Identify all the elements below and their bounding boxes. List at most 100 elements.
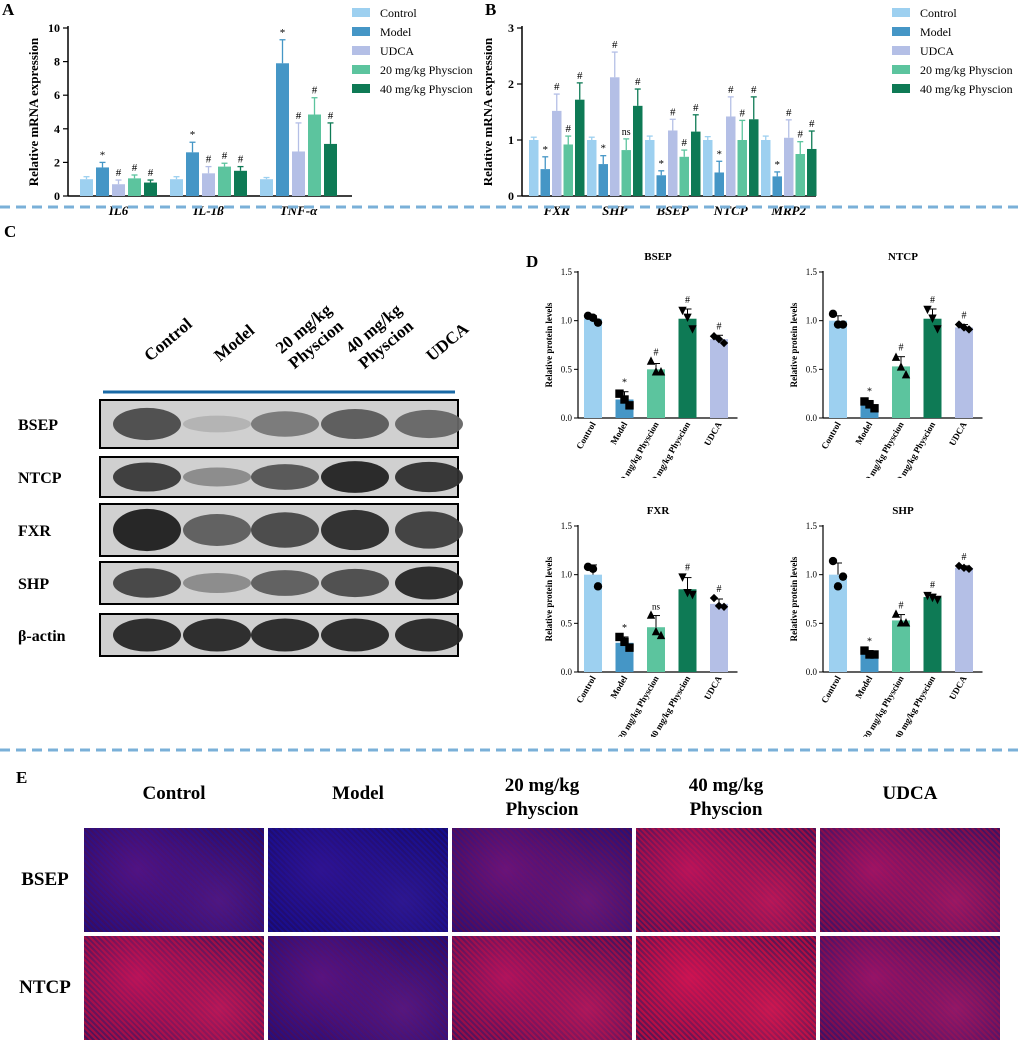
significance-mark: * (622, 378, 627, 389)
bar (260, 179, 273, 196)
significance-mark: * (100, 149, 106, 161)
data-point (625, 401, 634, 410)
data-point (954, 320, 964, 329)
legend-label: Control (380, 6, 417, 20)
data-point (625, 643, 634, 652)
y-tick-label: 3 (508, 21, 514, 35)
x-tick-label: Control (574, 420, 598, 451)
significance-mark: # (312, 85, 318, 97)
blot-band (183, 618, 251, 652)
significance-mark: # (899, 343, 904, 354)
lane-label-text: UDCA (422, 318, 472, 365)
significance-mark: ns (622, 127, 631, 138)
bar (829, 320, 847, 418)
data-point (646, 356, 656, 365)
bar (584, 574, 602, 672)
significance-mark: # (222, 150, 228, 162)
data-point (838, 572, 848, 581)
significance-mark: # (612, 39, 618, 51)
bar (575, 99, 585, 196)
bar (645, 140, 655, 196)
bar (529, 140, 539, 196)
bar (795, 154, 805, 196)
bar (633, 105, 643, 196)
x-tick-label: Model (608, 420, 629, 447)
y-tick-label: 1 (508, 133, 514, 147)
chart-title: BSEP (644, 251, 672, 263)
bar (691, 131, 701, 196)
column-label-line: Model (332, 783, 384, 804)
lane-label: Control (140, 314, 196, 365)
significance-mark: # (577, 70, 583, 82)
data-point (891, 609, 901, 618)
legend-swatch (352, 65, 370, 74)
fluorescence-tile (452, 936, 632, 1040)
bar (749, 119, 759, 196)
category-label: SHP (602, 203, 628, 215)
significance-mark: # (693, 102, 699, 114)
y-tick-label: 0.5 (806, 364, 818, 374)
protein-label: β-actin (18, 628, 66, 645)
panel-letter-d: D (526, 252, 539, 271)
column-label-line: Physcion (505, 799, 579, 820)
legend-swatch (352, 8, 370, 17)
significance-mark: # (554, 81, 560, 93)
bar (955, 327, 973, 418)
bar (587, 140, 597, 196)
bar (276, 63, 289, 196)
y-tick-label: 1.5 (806, 521, 818, 531)
category-label: TNF-α (280, 203, 318, 215)
significance-mark: * (867, 386, 872, 397)
protein-label: NTCP (18, 470, 62, 487)
bar (761, 140, 771, 196)
significance-mark: # (728, 84, 734, 96)
significance-mark: * (543, 144, 549, 156)
column-label: 40 mg/kg Physcion (636, 774, 816, 822)
data-point (615, 632, 624, 642)
data-point (959, 323, 969, 332)
bar (598, 164, 608, 196)
bar (923, 318, 942, 418)
legend-swatch (352, 84, 370, 93)
blot-band (183, 415, 251, 433)
y-tick-label: 2 (54, 155, 60, 169)
lane-label: UDCA (422, 318, 472, 365)
chart-d-bsep: BSEP 0.0 0.5 1.0 1.5 Relative protein levels C… (544, 251, 738, 478)
legend-label: 40 mg/kg Physcion (380, 82, 473, 96)
blot-band (251, 464, 319, 490)
blot-band (321, 509, 389, 551)
data-point (683, 313, 692, 322)
data-point (865, 650, 874, 659)
x-tick-label: UDCA (702, 420, 724, 448)
y-tick-label: 0.5 (561, 618, 573, 628)
significance-mark: # (148, 167, 154, 179)
column-label-line: 40 mg/kg (688, 775, 764, 796)
data-point (865, 400, 874, 409)
y-tick-label: 1.0 (561, 316, 573, 326)
significance-mark: # (296, 110, 302, 122)
bar (772, 176, 782, 196)
bar (668, 130, 678, 196)
fluorescence-tile (84, 936, 264, 1040)
bar (128, 178, 141, 196)
data-point (651, 367, 661, 376)
y-tick-label: 0.5 (806, 618, 818, 628)
legend-label: 20 mg/kg Physcion (380, 63, 473, 77)
bar (679, 156, 689, 196)
significance-mark: # (116, 167, 122, 179)
y-tick-label: 1.5 (561, 267, 573, 277)
blot-band (183, 467, 251, 487)
bar (621, 150, 631, 196)
blot-band (395, 566, 463, 600)
significance-mark: # (206, 154, 212, 166)
bar (923, 597, 942, 672)
blot-band (321, 461, 389, 493)
legend-swatch (892, 65, 910, 74)
bar (584, 318, 602, 418)
data-point (678, 573, 687, 582)
bar (678, 589, 697, 672)
data-point (923, 305, 932, 315)
significance-mark: # (670, 106, 676, 118)
y-tick-label: 0.0 (561, 413, 573, 423)
bar (647, 369, 665, 418)
